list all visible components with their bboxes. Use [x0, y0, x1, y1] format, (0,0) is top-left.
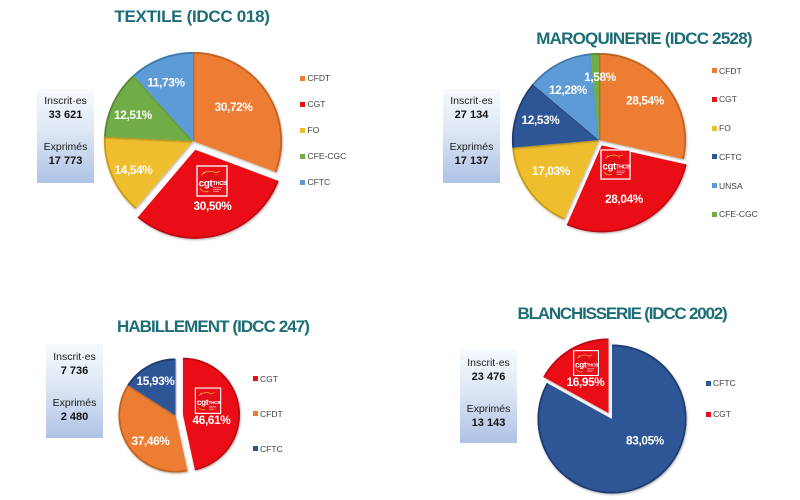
svg-text:12,28%: 12,28% — [549, 83, 588, 97]
svg-text:15,93%: 15,93% — [137, 374, 176, 388]
svg-text:46,61%: 46,61% — [193, 413, 232, 427]
svg-text:12,51%: 12,51% — [114, 108, 153, 122]
svg-text:30,72%: 30,72% — [215, 100, 254, 114]
svg-text:THCB: THCB — [616, 165, 630, 171]
svg-text:37,46%: 37,46% — [132, 434, 171, 448]
svg-text:83,05%: 83,05% — [626, 434, 665, 448]
svg-text:cgt: cgt — [575, 360, 587, 369]
svg-text:THCB: THCB — [213, 181, 227, 187]
svg-text:cgt: cgt — [603, 162, 618, 173]
svg-text:1,58%: 1,58% — [584, 70, 617, 84]
svg-text:THCB: THCB — [209, 400, 222, 405]
svg-text:cgt: cgt — [199, 178, 214, 189]
svg-text:30,50%: 30,50% — [194, 199, 233, 213]
svg-text:12,53%: 12,53% — [522, 113, 561, 127]
svg-text:17,03%: 17,03% — [532, 164, 571, 178]
svg-text:THCB: THCB — [587, 363, 600, 368]
svg-text:16,95%: 16,95% — [567, 375, 606, 389]
svg-text:28,54%: 28,54% — [626, 94, 665, 108]
svg-text:14,54%: 14,54% — [115, 163, 154, 177]
svg-text:11,73%: 11,73% — [147, 76, 185, 90]
svg-text:cgt: cgt — [197, 397, 209, 407]
svg-text:28,04%: 28,04% — [605, 192, 644, 206]
